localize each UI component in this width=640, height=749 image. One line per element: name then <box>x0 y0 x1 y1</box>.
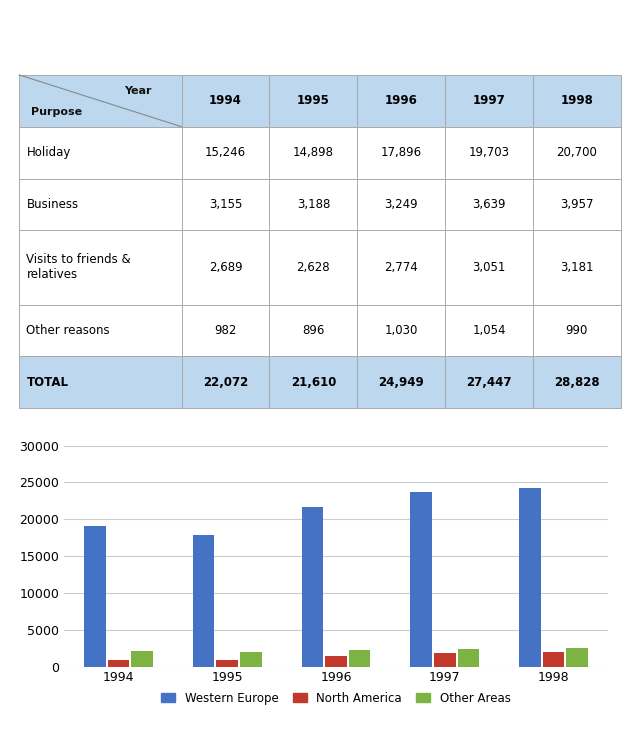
Bar <box>19 127 182 178</box>
Text: 1,030: 1,030 <box>385 324 418 337</box>
Bar <box>182 178 269 231</box>
Text: 1996: 1996 <box>385 94 418 107</box>
Bar <box>434 653 456 667</box>
Text: 3,639: 3,639 <box>472 198 506 211</box>
Legend: Western Europe, North America, Other Areas: Western Europe, North America, Other Are… <box>157 687 515 709</box>
Bar <box>301 507 323 667</box>
Bar <box>357 178 445 231</box>
Bar <box>19 357 182 408</box>
Bar <box>357 305 445 357</box>
Text: VISITS ABROAD BY UK RESIDENTS  BY PURPOSE OF VISIT: VISITS ABROAD BY UK RESIDENTS BY PURPOSE… <box>108 32 532 45</box>
Text: 1995: 1995 <box>297 94 330 107</box>
Bar <box>19 178 182 231</box>
Bar <box>182 305 269 357</box>
Bar <box>357 231 445 305</box>
Bar <box>410 491 432 667</box>
Text: 21,610: 21,610 <box>291 376 336 389</box>
Text: 3,155: 3,155 <box>209 198 242 211</box>
Bar <box>84 527 106 667</box>
Bar <box>269 127 357 178</box>
Text: 24,949: 24,949 <box>378 376 424 389</box>
Text: 17,896: 17,896 <box>381 146 422 160</box>
Text: 982: 982 <box>214 324 237 337</box>
Bar <box>445 178 533 231</box>
Text: (1994 - 1998): (1994 - 1998) <box>270 58 370 71</box>
Text: Purpose: Purpose <box>31 107 82 118</box>
Bar <box>519 488 541 667</box>
Bar <box>269 75 357 127</box>
Bar <box>269 357 357 408</box>
Text: 3,051: 3,051 <box>472 261 506 274</box>
Bar <box>533 305 621 357</box>
Bar <box>533 357 621 408</box>
Text: 2,689: 2,689 <box>209 261 243 274</box>
Bar <box>269 231 357 305</box>
Text: 27,447: 27,447 <box>467 376 512 389</box>
Text: Other reasons: Other reasons <box>26 324 110 337</box>
Bar <box>533 75 621 127</box>
Text: 28,828: 28,828 <box>554 376 600 389</box>
Text: TOTAL: TOTAL <box>26 376 68 389</box>
Bar <box>182 231 269 305</box>
Text: 1994: 1994 <box>209 94 242 107</box>
Text: 3,957: 3,957 <box>560 198 594 211</box>
Bar <box>19 305 182 357</box>
Bar <box>357 75 445 127</box>
Bar <box>445 357 533 408</box>
Bar <box>19 75 182 127</box>
Bar <box>349 649 371 667</box>
Bar <box>240 652 262 667</box>
Bar <box>533 127 621 178</box>
Text: 14,898: 14,898 <box>293 146 334 160</box>
Text: Holiday: Holiday <box>26 146 71 160</box>
Bar <box>357 127 445 178</box>
Bar <box>458 649 479 667</box>
Text: 20,700: 20,700 <box>556 146 597 160</box>
Bar <box>182 75 269 127</box>
Bar <box>182 357 269 408</box>
Bar <box>543 652 564 667</box>
Text: 15,246: 15,246 <box>205 146 246 160</box>
Bar <box>131 651 153 667</box>
Bar <box>193 536 214 667</box>
Text: 2,628: 2,628 <box>296 261 330 274</box>
Bar <box>269 305 357 357</box>
Bar <box>269 178 357 231</box>
Bar <box>325 656 347 667</box>
Text: 22,072: 22,072 <box>203 376 248 389</box>
Text: 3,181: 3,181 <box>560 261 594 274</box>
Text: 990: 990 <box>566 324 588 337</box>
Bar <box>533 231 621 305</box>
Text: 1998: 1998 <box>561 94 593 107</box>
Bar <box>216 661 238 667</box>
Text: Year: Year <box>124 86 152 97</box>
Bar <box>19 231 182 305</box>
Bar <box>182 127 269 178</box>
Bar <box>445 231 533 305</box>
Text: Business: Business <box>26 198 79 211</box>
Text: 1997: 1997 <box>473 94 506 107</box>
Bar <box>445 127 533 178</box>
Text: 1,054: 1,054 <box>472 324 506 337</box>
Text: 3,188: 3,188 <box>297 198 330 211</box>
Text: 896: 896 <box>302 324 324 337</box>
Text: Visits to friends &
relatives: Visits to friends & relatives <box>26 253 131 282</box>
Text: 2,774: 2,774 <box>385 261 418 274</box>
Bar <box>533 178 621 231</box>
Bar <box>357 357 445 408</box>
Bar <box>108 661 129 667</box>
Bar <box>445 305 533 357</box>
Bar <box>445 75 533 127</box>
Text: 19,703: 19,703 <box>468 146 509 160</box>
Text: 3,249: 3,249 <box>385 198 418 211</box>
Bar <box>566 648 588 667</box>
